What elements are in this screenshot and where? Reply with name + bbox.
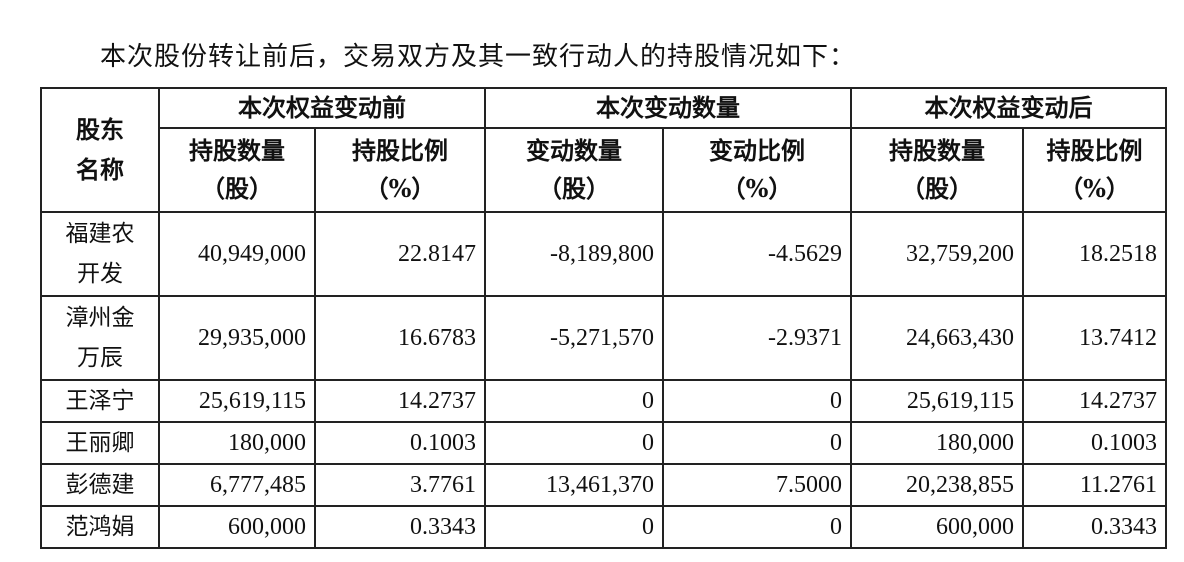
table-cell: -2.9371 (662, 295, 852, 381)
table-cell: 7.5000 (662, 463, 852, 507)
table-cell: 25,619,115 (158, 379, 316, 423)
table-cell: 0.3343 (314, 505, 486, 549)
table-cell: -8,189,800 (484, 211, 664, 297)
table-cell: 180,000 (158, 421, 316, 465)
intro-text: 本次股份转让前后，交易双方及其一致行动人的持股情况如下： (100, 42, 857, 72)
table-cell: 14.2737 (1022, 379, 1167, 423)
table-cell: 600,000 (158, 505, 316, 549)
table-cell: 18.2518 (1022, 211, 1167, 297)
header-shareholder-name: 股东名称 (40, 87, 160, 213)
table-cell: -4.5629 (662, 211, 852, 297)
header-sub-column: 变动数量（股） (484, 127, 664, 213)
header-group-after: 本次权益变动后 (850, 87, 1167, 129)
table-cell: 0 (662, 379, 852, 423)
header-sub-column: 变动比例（%） (662, 127, 852, 213)
table-cell: 0 (484, 505, 664, 549)
table-cell: 32,759,200 (850, 211, 1024, 297)
table-row: 漳州金万辰 29,935,000 16.6783 -5,271,570 -2.9371 2… (40, 295, 1167, 381)
table-cell: 6,777,485 (158, 463, 316, 507)
table-cell: 0.3343 (1022, 505, 1167, 549)
shareholder-name: 王丽卿 (40, 421, 160, 465)
table-cell: 0 (662, 421, 852, 465)
table-row: 彭德建 6,777,485 3.7761 13,461,370 7.5000 20,238… (40, 463, 1167, 507)
table-cell: 180,000 (850, 421, 1024, 465)
table-cell: 11.2761 (1022, 463, 1167, 507)
table-row: 王泽宁 25,619,115 14.2737 0 0 25,619,115 14.2737 (40, 379, 1167, 423)
header-group-change: 本次变动数量 (484, 87, 852, 129)
table-cell: 16.6783 (314, 295, 486, 381)
header-sub-column: 持股数量（股） (158, 127, 316, 213)
table-cell: 40,949,000 (158, 211, 316, 297)
table-cell: 0 (662, 505, 852, 549)
table-row: 福建农开发 40,949,000 22.8147 -8,189,800 -4.5629 3… (40, 211, 1167, 297)
header-sub-column: 持股数量（股） (850, 127, 1024, 213)
table-cell: 25,619,115 (850, 379, 1024, 423)
shareholder-name: 王泽宁 (40, 379, 160, 423)
table-cell: 13.7412 (1022, 295, 1167, 381)
shareholder-name: 彭德建 (40, 463, 160, 507)
table-cell: 14.2737 (314, 379, 486, 423)
shareholder-name: 福建农开发 (40, 211, 160, 297)
table-cell: 20,238,855 (850, 463, 1024, 507)
header-sub-column: 持股比例（%） (1022, 127, 1167, 213)
table-cell: 3.7761 (314, 463, 486, 507)
table-cell: 0 (484, 421, 664, 465)
shareholding-table: 股东名称 本次权益变动前 本次变动数量 本次权益变动后 持股数量（股） 持股比例（… (40, 87, 1167, 549)
table-cell: 0 (484, 379, 664, 423)
shareholder-name: 范鸿娟 (40, 505, 160, 549)
table-cell: 0.1003 (1022, 421, 1167, 465)
table-cell: -5,271,570 (484, 295, 664, 381)
shareholder-name: 漳州金万辰 (40, 295, 160, 381)
header-sub-column: 持股比例（%） (314, 127, 486, 213)
table-cell: 13,461,370 (484, 463, 664, 507)
table-cell: 22.8147 (314, 211, 486, 297)
table-cell: 600,000 (850, 505, 1024, 549)
table-cell: 0.1003 (314, 421, 486, 465)
table-row: 王丽卿 180,000 0.1003 0 0 180,000 0.1003 (40, 421, 1167, 465)
table-cell: 24,663,430 (850, 295, 1024, 381)
table-row: 范鸿娟 600,000 0.3343 0 0 600,000 0.3343 (40, 505, 1167, 549)
table-cell: 29,935,000 (158, 295, 316, 381)
header-group-before: 本次权益变动前 (158, 87, 486, 129)
